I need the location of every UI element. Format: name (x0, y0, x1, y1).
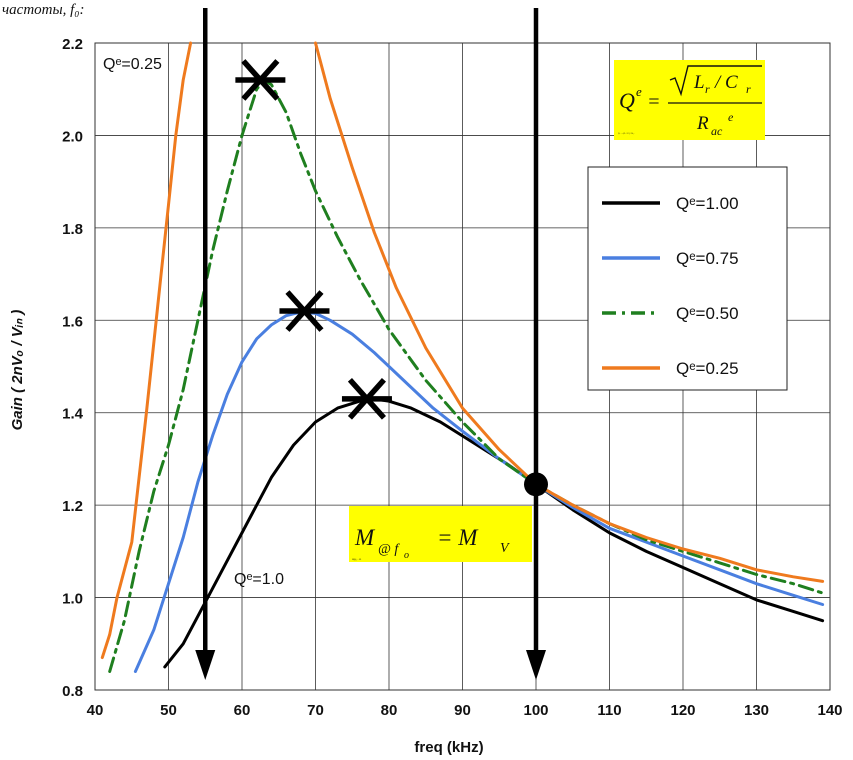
q-formula-highlight (614, 60, 765, 140)
peak-star-marker-1 (279, 290, 330, 332)
legend-item-2: Qᵉ=0.50 (602, 304, 739, 323)
x-tick-label-10: 140 (817, 702, 842, 719)
arrows-layer (195, 8, 546, 680)
peak-star-marker-2 (341, 378, 392, 420)
series-line-3 (100, 41, 193, 660)
m-formula-highlight (349, 506, 532, 562)
markers-layer (235, 59, 548, 497)
y-tick-label-3: 1.4 (62, 406, 84, 423)
legend-label-0: Qᵉ=1.00 (676, 194, 739, 213)
q100-annotation: Qᵉ=1.0 (234, 571, 284, 588)
x-tick-label-6: 100 (523, 702, 548, 719)
y-tick-label-1: 1.0 (62, 591, 83, 608)
q-formula-q: Q (619, 88, 635, 113)
x-tick-label-1: 50 (160, 702, 177, 719)
arrow-head-0 (195, 650, 216, 680)
legend-item-0: Qᵉ=1.00 (602, 194, 739, 213)
x-tick-label-5: 90 (454, 702, 471, 719)
operating-point-dot (524, 472, 548, 497)
series-line-0 (163, 397, 825, 669)
legend: Qᵉ=1.00 Qᵉ=0.75 Qᵉ=0.50 Qᵉ=0.25 (587, 166, 788, 391)
x-tick-label-0: 40 (87, 702, 104, 719)
peak-star-marker-0 (235, 59, 286, 101)
header-fragment: частоты, f₀: (2, 2, 85, 18)
x-tick-label-4: 80 (381, 702, 398, 719)
x-tick-label-3: 70 (307, 702, 324, 719)
series-line-1 (133, 310, 825, 673)
y-tick-label-6: 2.0 (62, 128, 83, 145)
q-formula-ac: ac (711, 124, 723, 138)
y-tick-label-4: 1.6 (62, 313, 83, 330)
sqrt-sign (669, 65, 762, 97)
legend-label-1: Qᵉ=0.75 (676, 249, 739, 268)
x-tick-label-9: 130 (744, 702, 769, 719)
x-tick-label-7: 110 (597, 702, 621, 719)
q-formula-r2: r (746, 82, 751, 96)
q-formula-num: L (693, 72, 705, 93)
tick-labels: 40 50 60 70 80 90 100 110 120 130 140 0.8 1.0 1.2 1.4 1… (62, 36, 842, 719)
legend-label-2: Qᵉ=0.50 (676, 304, 739, 323)
legend-label-3: Qᵉ=0.25 (676, 359, 739, 378)
q-formula-box: Qᵉ = √(Lᵣ / Cᵣ) / Rₐ꜀ᵉ Q e = L r / C r R… (614, 60, 765, 140)
m-formula-v: V (500, 541, 510, 556)
m-formula-o: o (404, 550, 409, 561)
m-formula-eq: = M (437, 525, 479, 550)
x-tick-label-2: 60 (234, 702, 251, 719)
y-axis-label: Gain ( 2nVₒ / Vᵢₙ ) (9, 310, 26, 431)
m-formula-text: M@f₀ = Mᵥ (351, 558, 361, 561)
m-formula-at: @ f (378, 542, 400, 557)
y-tick-label-7: 2.2 (62, 36, 83, 53)
x-axis-label: freq (kHz) (414, 739, 483, 756)
q-formula-text: Qᵉ = √(Lᵣ / Cᵣ) / Rₐ꜀ᵉ (618, 132, 635, 135)
arrow-head-1 (526, 650, 546, 680)
q-formula-e2: e (728, 110, 734, 124)
q-formula-r1: r (705, 82, 710, 96)
x-tick-label-8: 120 (670, 702, 695, 719)
m-formula-m1: M (354, 525, 376, 550)
y-tick-label-0: 0.8 (62, 683, 83, 700)
series-line-2 (108, 78, 825, 673)
q-formula-den: R (696, 113, 709, 134)
legend-item-3: Qᵉ=0.25 (602, 359, 739, 378)
q025-annotation: Qᵉ=0.25 (103, 56, 162, 73)
m-formula-box: M @ f o = M V M@f₀ = Mᵥ (349, 506, 532, 562)
y-tick-label-5: 1.8 (62, 221, 83, 238)
y-tick-label-2: 1.2 (62, 498, 83, 515)
q-formula-eq: = (647, 91, 661, 113)
legend-item-1: Qᵉ=0.75 (602, 249, 739, 268)
q-formula-sup-e: e (636, 84, 642, 99)
q-formula-slash: / C (714, 72, 738, 93)
